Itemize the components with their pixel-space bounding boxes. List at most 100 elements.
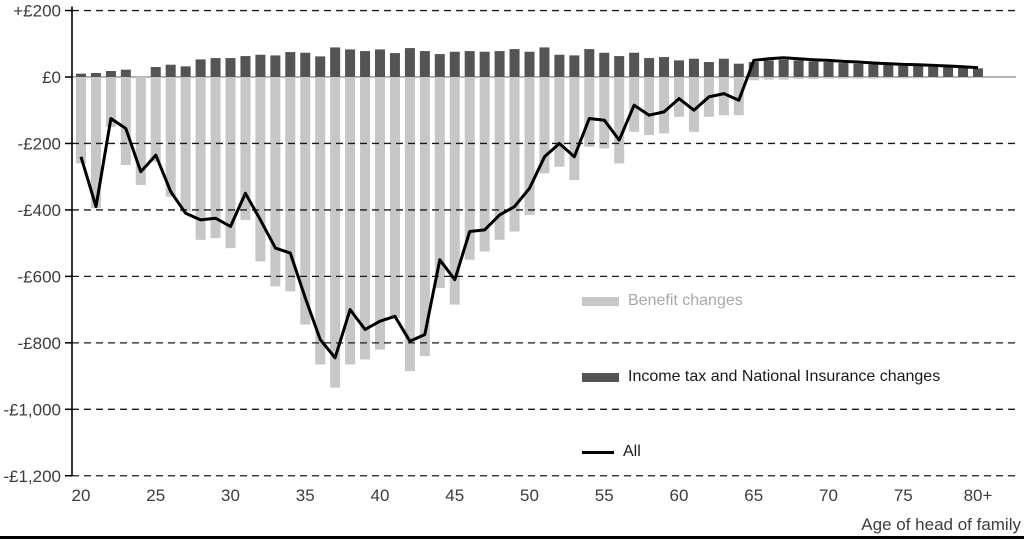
benefit-bar <box>240 77 251 220</box>
x-axis-title: Age of head of family <box>861 515 1021 534</box>
tax-bar <box>285 52 296 77</box>
y-axis-tick-label: +£200 <box>13 2 61 21</box>
tax-bar <box>120 69 131 77</box>
tax-bar <box>195 59 206 77</box>
benefit-bar <box>135 77 146 185</box>
tax-bar <box>793 60 804 77</box>
benefit-bar <box>330 77 341 388</box>
benefit-bar <box>614 77 625 164</box>
tax-bar <box>494 51 505 77</box>
benefit-bar <box>419 77 430 357</box>
tax-bar <box>958 67 969 77</box>
tax-bar <box>703 62 714 77</box>
y-axis-tick-label: -£800 <box>18 334 61 353</box>
all-line <box>79 56 979 360</box>
tax-bar <box>524 51 535 77</box>
tax-bar <box>868 64 879 77</box>
benefit-bar <box>210 77 221 239</box>
all-line-swatch <box>582 450 614 454</box>
benefit-bar <box>928 77 939 78</box>
tax-bar <box>270 55 281 77</box>
tax-bar <box>464 51 475 77</box>
bottom-frame-line <box>0 536 1024 539</box>
tax-bar <box>360 51 371 77</box>
tax-bar <box>928 66 939 77</box>
benefit-bar <box>389 77 400 318</box>
benefit-bar <box>90 77 101 209</box>
benefit-bar <box>464 77 475 260</box>
benefit-bar <box>853 77 864 79</box>
x-axis-tick-label: 20 <box>72 486 91 505</box>
tax-bar <box>569 55 580 77</box>
legend-item-income-tax-ni-changes: Income tax and National Insurance change… <box>582 369 940 385</box>
benefit-bar <box>434 77 445 289</box>
tax-bar <box>733 63 744 77</box>
tax-bar <box>853 63 864 77</box>
benefit-bar <box>195 77 206 240</box>
benefit-bar <box>494 77 505 240</box>
benefit-bar <box>958 77 969 78</box>
tax-bar <box>644 58 655 77</box>
tax-bar <box>389 53 400 77</box>
tax-bar <box>434 54 445 77</box>
benefit-bar <box>599 77 610 149</box>
benefit-bar <box>345 77 356 365</box>
benefit-bar <box>315 77 326 365</box>
benefit-bar <box>674 77 684 117</box>
y-axis-tick-label: -£600 <box>18 267 61 286</box>
benefit-bar <box>509 77 520 232</box>
benefit-bar <box>270 77 281 287</box>
tax-bar <box>479 51 490 77</box>
benefit-bar <box>375 77 385 350</box>
benefit-bar <box>868 77 879 79</box>
benefit-bar <box>255 77 266 262</box>
tax-bar <box>659 57 670 77</box>
tax-bar <box>315 56 326 77</box>
tax-bar <box>898 65 909 77</box>
x-axis-tick-label: 60 <box>670 486 689 505</box>
tax-bar <box>748 62 759 77</box>
benefit-bar <box>644 77 655 136</box>
benefit-bar <box>688 77 699 132</box>
tax-bar <box>210 58 221 77</box>
benefit-bar <box>180 77 191 212</box>
tax-bar <box>808 61 819 77</box>
x-axis-tick-label: 70 <box>819 486 838 505</box>
benefit-bar <box>539 77 550 174</box>
benefit-bar <box>659 77 670 134</box>
tax-bar <box>943 67 954 77</box>
tax-bar <box>554 54 565 77</box>
y-axis-tick-label: -£200 <box>18 134 61 153</box>
x-axis-tick-label: 25 <box>146 486 165 505</box>
y-axis-tick-label: £0 <box>42 68 61 87</box>
benefit-bar <box>479 77 490 252</box>
tax-bar <box>674 60 684 77</box>
legend-label-income-tax-ni-changes: Income tax and National Insurance change… <box>628 368 941 385</box>
benefit-bar <box>165 77 176 197</box>
y-axis-tick-label: -£1,200 <box>3 467 61 486</box>
tax-bar <box>345 49 356 77</box>
x-axis-tick-label: 35 <box>296 486 315 505</box>
y-axis-tick-label: -£400 <box>18 201 61 220</box>
legend-label-all: All <box>623 443 641 460</box>
x-axis-tick-label: 65 <box>744 486 763 505</box>
benefit-bar <box>150 77 161 162</box>
benefit-bar <box>300 77 311 325</box>
benefit-bar <box>524 77 535 215</box>
tax-bar <box>509 49 520 77</box>
benefit-bar <box>584 77 595 147</box>
tax-bar <box>255 54 266 77</box>
x-axis-tick-label: 30 <box>221 486 240 505</box>
tax-bar <box>90 73 101 77</box>
tax-bar <box>823 62 834 77</box>
x-axis-tick-label: 75 <box>894 486 913 505</box>
tax-bar <box>404 48 415 77</box>
tax-bar <box>180 66 191 77</box>
tax-bar <box>838 63 849 77</box>
tax-bar <box>150 67 161 77</box>
tax-bar <box>913 66 924 77</box>
benefit-bar <box>225 77 236 249</box>
tax-bar <box>419 51 430 77</box>
benefit-bar <box>554 77 565 167</box>
